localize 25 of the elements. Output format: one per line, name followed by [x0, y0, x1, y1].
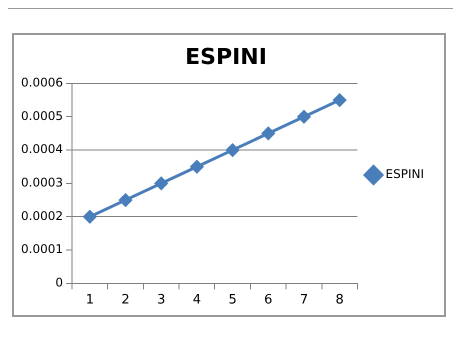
point — [262, 126, 275, 140]
y-tick-label: 0.0004 — [20, 142, 63, 156]
y-tick-label: 0.0006 — [20, 76, 63, 90]
point — [226, 144, 240, 157]
x-tick-label: 8 — [336, 292, 344, 308]
x-tick-label: 7 — [300, 292, 308, 308]
point — [119, 194, 132, 207]
x-tick-label: 6 — [264, 292, 272, 308]
x-tick-label: 2 — [121, 292, 130, 308]
point — [190, 160, 204, 174]
x-tick-label: 3 — [157, 292, 166, 308]
point — [333, 94, 346, 107]
x-tick-label: 4 — [192, 292, 202, 308]
y-tick-label: 0.0005 — [20, 108, 63, 123]
y-tick-label: 0.0001 — [20, 242, 63, 256]
x-tick-label: 1 — [86, 292, 94, 308]
y-tick-label: 0.0003 — [20, 176, 63, 190]
point — [297, 110, 310, 124]
y-tick-label: 0 — [55, 276, 63, 290]
point — [154, 176, 168, 190]
legend-label: ESPINI — [386, 167, 424, 182]
x-tick-label: 5 — [228, 292, 237, 308]
chart-title: ESPINI — [185, 44, 267, 70]
point — [83, 210, 96, 224]
y-tick-label: 0.0002 — [20, 208, 63, 223]
